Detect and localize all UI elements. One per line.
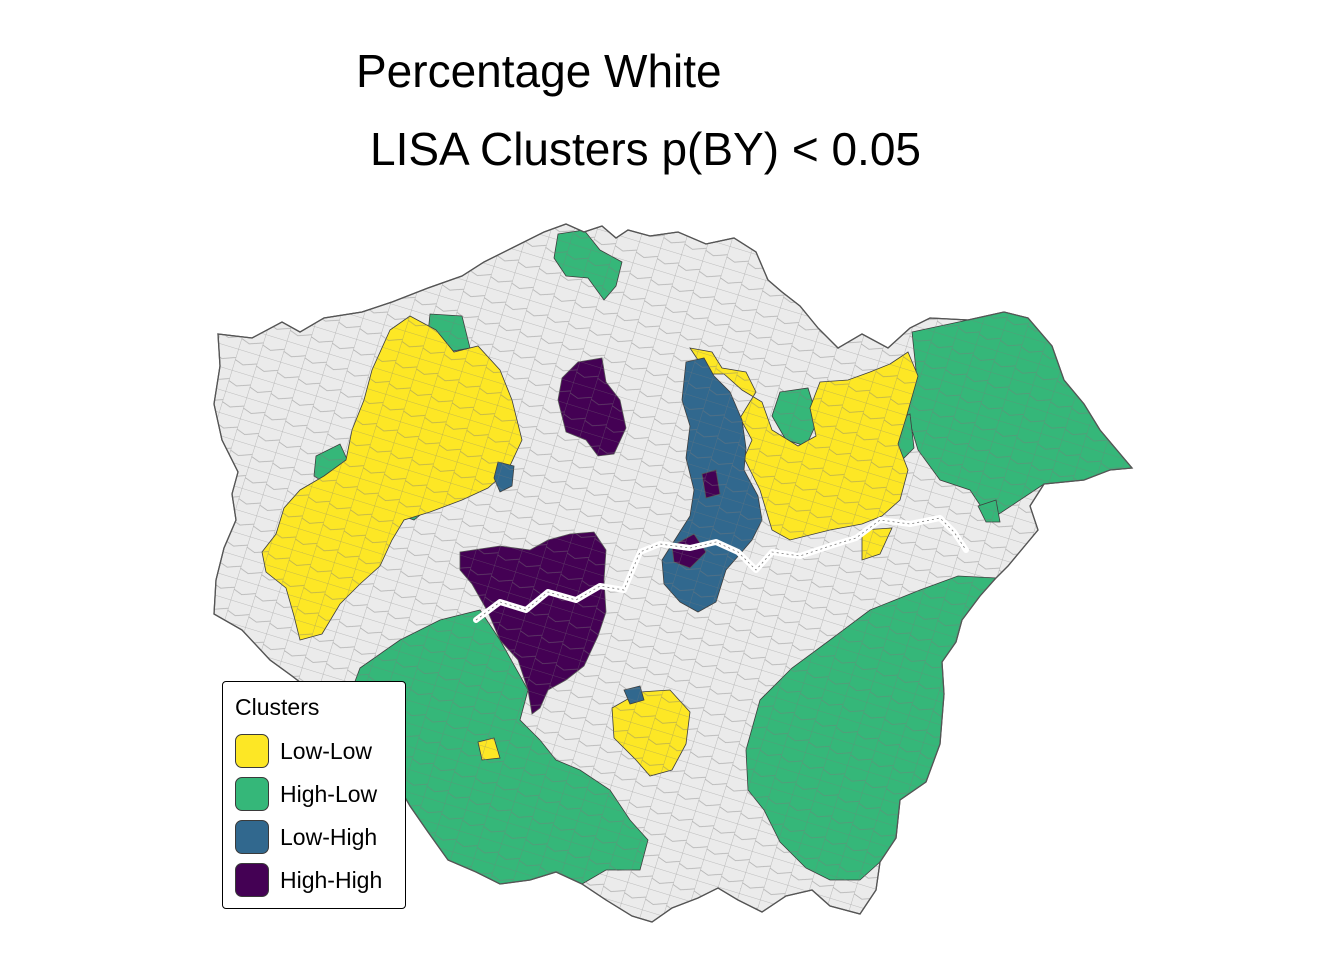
legend-item-high-high: High-High xyxy=(235,863,405,899)
legend-swatch-low-high xyxy=(235,820,269,854)
legend-label-high-high: High-High xyxy=(280,867,383,893)
legend-label-low-high: Low-High xyxy=(280,824,378,850)
legend-label-low-low: Low-Low xyxy=(280,738,373,764)
legend-title: Clusters xyxy=(235,694,320,720)
legend-swatch-high-low xyxy=(235,777,269,811)
map-legend: Clusters Low-Low High-Low Low-High High-… xyxy=(222,681,406,909)
legend-swatch-high-high xyxy=(235,863,269,897)
legend-item-low-low: Low-Low xyxy=(235,734,405,770)
legend-item-high-low: High-Low xyxy=(235,777,405,813)
legend-label-high-low: High-Low xyxy=(280,781,378,807)
legend-swatch-low-low xyxy=(235,734,269,768)
map-title: Percentage White xyxy=(356,45,722,97)
map-subtitle: LISA Clusters p(BY) < 0.05 xyxy=(370,123,921,175)
legend-item-low-high: Low-High xyxy=(235,820,405,856)
